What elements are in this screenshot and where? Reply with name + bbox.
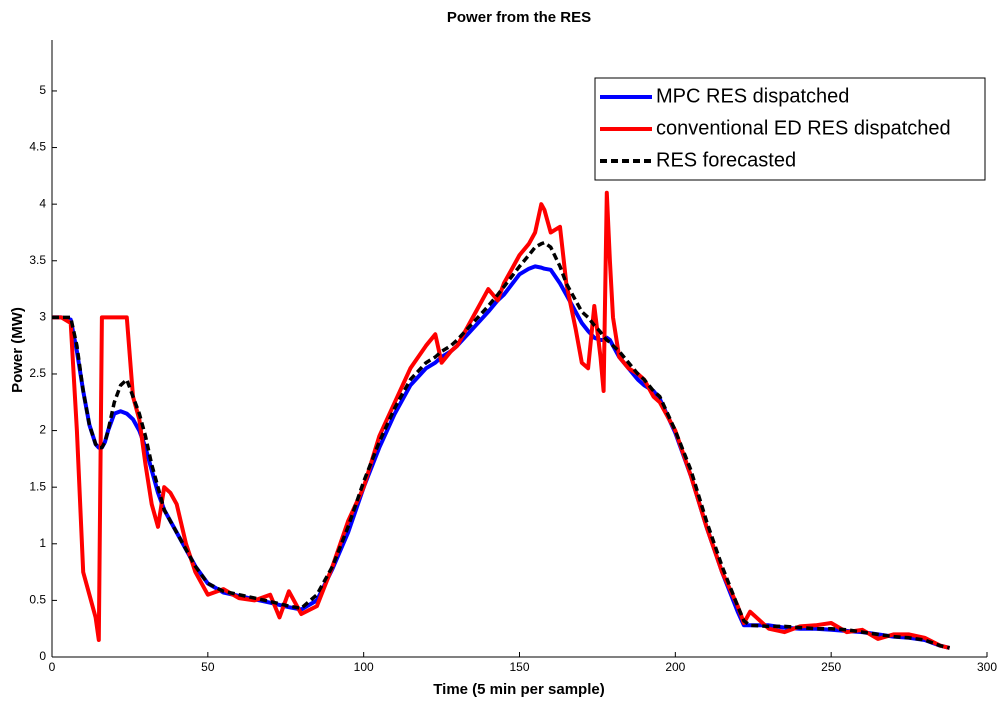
x-tick-label: 200 [665, 660, 685, 674]
y-tick-label: 0.5 [29, 593, 46, 607]
y-tick-label: 0 [39, 649, 46, 663]
x-tick-label: 100 [354, 660, 374, 674]
series-line [52, 240, 951, 650]
legend-label: MPC RES dispatched [656, 85, 849, 107]
y-tick-label: 2 [39, 423, 46, 437]
legend-label: RES forecasted [656, 149, 796, 171]
y-tick-label: 3 [39, 310, 46, 324]
x-axis-label: Time (5 min per sample) [433, 681, 604, 698]
y-tick-label: 2.5 [29, 366, 46, 380]
x-tick-label: 300 [977, 660, 997, 674]
legend-label: conventional ED RES dispatched [656, 117, 951, 139]
x-tick-label: 0 [49, 660, 56, 674]
y-tick-label: 4.5 [29, 140, 46, 154]
x-tick-label: 250 [821, 660, 841, 674]
y-tick-label: 4 [39, 196, 46, 210]
x-tick-label: 150 [509, 660, 529, 674]
y-tick-label: 1.5 [29, 479, 46, 493]
y-tick-label: 3.5 [29, 253, 46, 267]
chart-title: Power from the RES [447, 9, 591, 26]
series-line [52, 190, 951, 650]
y-tick-label: 1 [39, 536, 46, 550]
y-axis-label: Power (MW) [9, 307, 26, 393]
x-tick-label: 50 [201, 660, 215, 674]
legend [594, 77, 986, 181]
y-tick-label: 5 [39, 83, 46, 97]
